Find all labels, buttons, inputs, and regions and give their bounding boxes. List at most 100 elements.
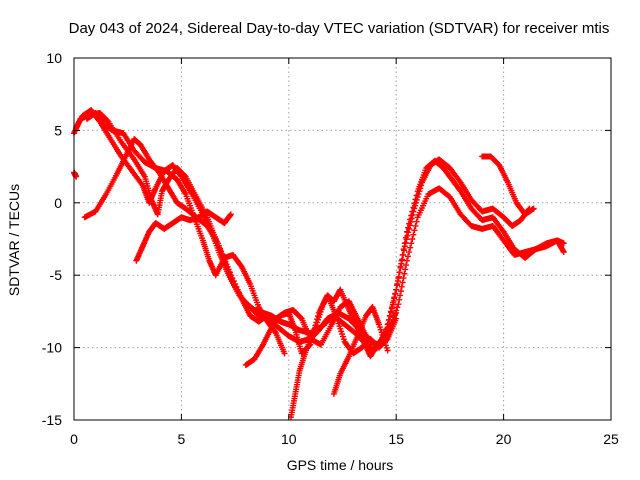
data-point — [384, 347, 391, 354]
data-point — [407, 218, 414, 225]
y-tick-label: -10 — [42, 340, 62, 356]
data-point — [402, 266, 409, 273]
data-point — [406, 249, 413, 256]
data-point — [228, 272, 235, 279]
data-point — [402, 239, 409, 246]
data-point — [399, 256, 406, 263]
data-point — [388, 305, 395, 312]
data-point — [281, 350, 288, 357]
data-point — [395, 301, 402, 308]
chart-title: Day 043 of 2024, Sidereal Day-to-day VTE… — [69, 20, 610, 37]
data-point — [403, 236, 410, 243]
x-tick-label: 20 — [496, 431, 512, 447]
x-axis-label: GPS time / hours — [287, 457, 394, 473]
series-trace-7 — [287, 286, 400, 421]
data-point — [235, 289, 242, 296]
data-point — [530, 205, 537, 212]
data-point — [234, 286, 241, 293]
data-point — [417, 185, 424, 192]
data-point — [396, 296, 403, 303]
data-point — [410, 231, 417, 238]
data-point — [390, 297, 397, 304]
data-point — [414, 194, 421, 201]
data-point — [406, 222, 413, 229]
y-tick-label: -5 — [50, 267, 63, 283]
data-point — [227, 211, 234, 218]
data-point — [397, 292, 404, 299]
data-point — [408, 240, 415, 247]
data-point — [412, 202, 419, 209]
data-point — [394, 277, 401, 284]
series-trace-4 — [133, 208, 234, 264]
data-point — [233, 283, 240, 290]
data-point — [416, 188, 423, 195]
y-tick-label: 10 — [46, 50, 62, 66]
data-point — [394, 282, 401, 289]
series-trace-10 — [479, 153, 537, 218]
axis-ticks: 0 5 10 15 20 25 -15 -10 -5 0 5 10 — [42, 50, 619, 447]
y-tick-label: 5 — [54, 122, 62, 138]
data-point — [413, 196, 420, 203]
data-point — [393, 309, 400, 316]
data-point — [397, 288, 404, 295]
data-point — [411, 227, 418, 234]
data-point — [409, 211, 416, 218]
data-point — [237, 292, 244, 299]
data-point — [393, 286, 400, 293]
data-point — [412, 199, 419, 206]
data-point — [225, 266, 232, 273]
data-point — [387, 313, 394, 320]
x-tick-label: 15 — [388, 431, 404, 447]
data-point — [388, 309, 395, 316]
data-point — [397, 264, 404, 271]
y-axis-label: SDTVAR / TECUs — [6, 184, 22, 296]
data-point — [406, 225, 413, 232]
data-point — [418, 182, 425, 189]
y-tick-label: 0 — [54, 195, 62, 211]
data-point — [395, 273, 402, 280]
data-point — [410, 208, 417, 215]
data-point — [409, 236, 416, 242]
data-point — [392, 290, 399, 297]
data-point — [400, 251, 407, 258]
data-point — [400, 247, 407, 254]
data-point — [403, 257, 410, 264]
data-point — [389, 301, 396, 308]
data-point — [399, 279, 406, 286]
data-point — [407, 244, 414, 251]
data-point — [411, 205, 418, 212]
data-point — [560, 249, 567, 256]
data-point — [272, 328, 279, 335]
x-tick-label: 25 — [603, 431, 619, 447]
data-point — [401, 243, 408, 250]
plot-frame — [73, 57, 612, 421]
x-tick-label: 10 — [281, 431, 297, 447]
data-series — [71, 107, 567, 421]
data-point — [229, 275, 236, 282]
data-point — [398, 283, 405, 290]
data-point — [401, 270, 408, 277]
data-point — [405, 253, 412, 260]
series-trace-8 — [330, 304, 391, 397]
data-point — [396, 269, 403, 276]
x-tick-label: 0 — [70, 431, 78, 447]
data-point — [404, 232, 411, 239]
data-point — [391, 294, 398, 301]
data-point — [400, 275, 407, 282]
y-tick-label: -15 — [42, 412, 62, 428]
data-point — [394, 304, 401, 311]
series-trace-9 — [71, 169, 80, 180]
data-point — [230, 277, 237, 284]
data-point — [412, 222, 419, 229]
data-point — [405, 229, 412, 236]
data-point — [226, 269, 233, 276]
data-point — [413, 218, 420, 225]
data-point — [232, 280, 239, 287]
data-point — [415, 191, 422, 198]
series-trace-5 — [83, 110, 288, 357]
data-point — [408, 215, 415, 222]
x-tick-label: 5 — [178, 431, 186, 447]
data-point — [398, 260, 405, 267]
data-point — [403, 262, 410, 269]
